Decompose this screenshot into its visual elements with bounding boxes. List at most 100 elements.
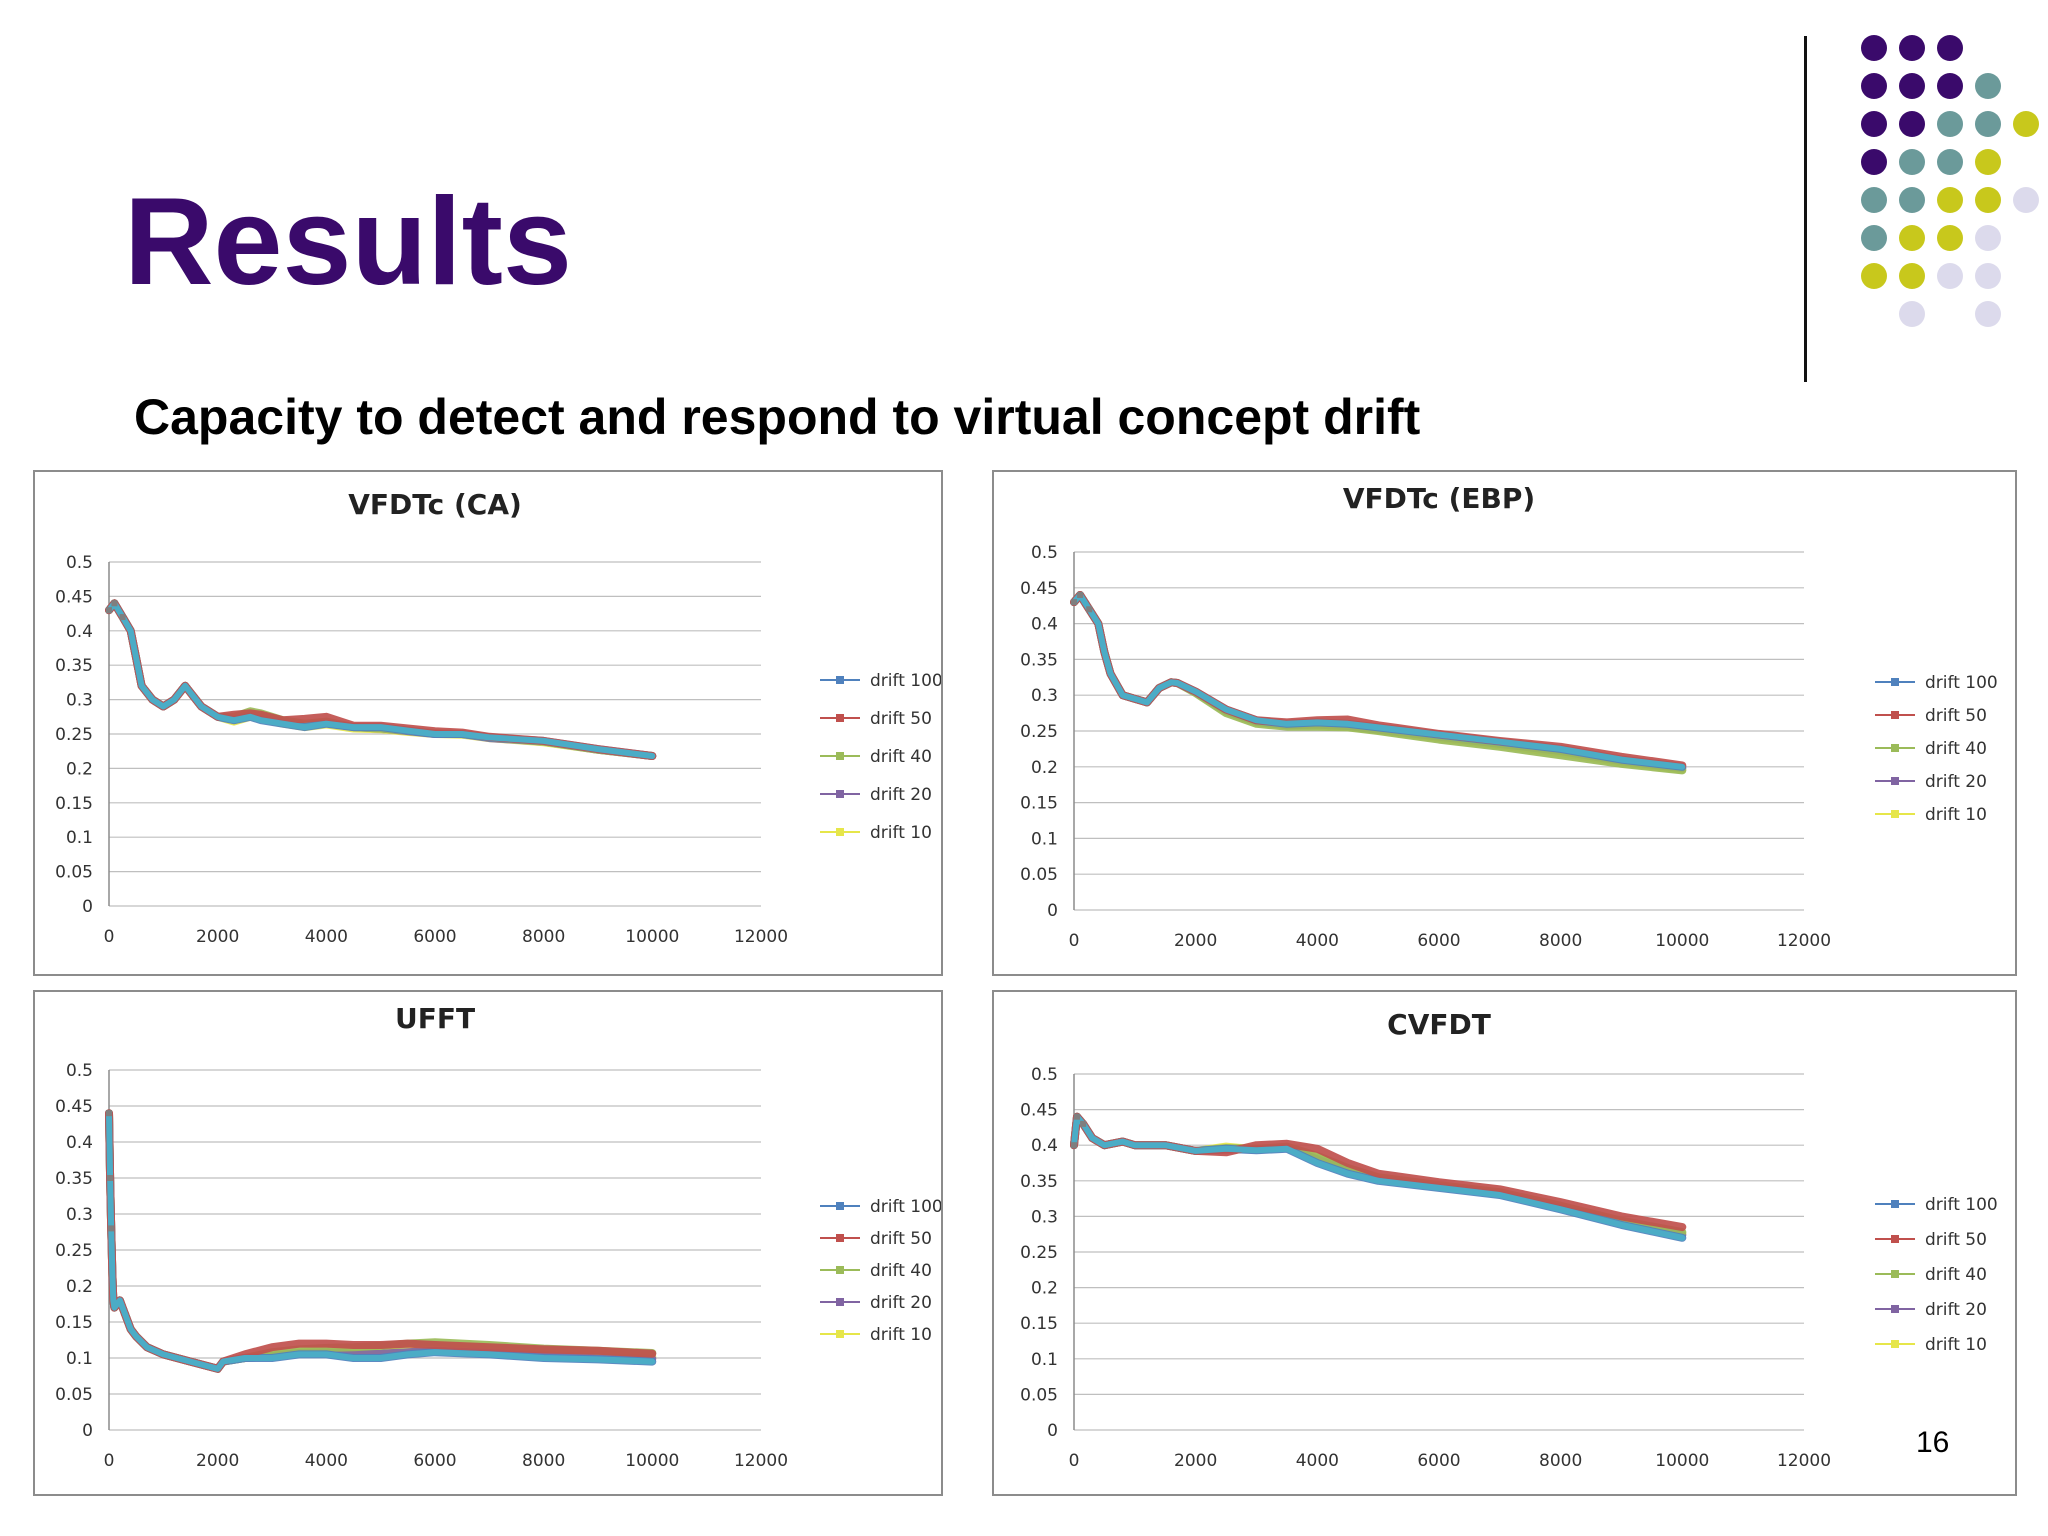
x-tick-label: 6000	[413, 1451, 456, 1471]
legend-marker	[836, 1202, 844, 1210]
page-number: 16	[1916, 1426, 1950, 1459]
y-tick-label: 0.35	[55, 1169, 93, 1189]
legend-marker	[1891, 711, 1899, 719]
y-tick-label: 0.05	[1020, 865, 1058, 885]
legend-marker	[1891, 810, 1899, 818]
decorative-dot	[1861, 149, 1887, 175]
y-tick-label: 0.1	[1031, 1350, 1058, 1370]
x-tick-label: 10000	[1655, 1451, 1709, 1471]
decorative-dot	[1899, 35, 1925, 61]
decorative-dot	[2013, 111, 2039, 137]
legend-marker	[836, 828, 844, 836]
decorative-dot	[1899, 73, 1925, 99]
decorative-dot	[1975, 301, 2001, 327]
decorative-dot	[1937, 225, 1963, 251]
series-point	[108, 1225, 115, 1232]
legend-label: drift 40	[870, 747, 932, 767]
decorative-dot	[1975, 149, 2001, 175]
y-tick-label: 0.2	[66, 759, 93, 779]
y-tick-label: 0.25	[55, 1241, 93, 1261]
legend-marker	[1891, 678, 1899, 686]
y-tick-label: 0.4	[1031, 1136, 1058, 1156]
y-tick-label: 0.25	[55, 725, 93, 745]
x-tick-label: 6000	[1417, 931, 1460, 951]
x-tick-label: 8000	[522, 927, 565, 947]
y-tick-label: 0.25	[1020, 1243, 1058, 1263]
y-tick-label: 0	[82, 897, 93, 917]
chart-title: CVFDT	[1387, 1008, 1491, 1041]
y-tick-label: 0.45	[1020, 579, 1058, 599]
x-tick-label: 10000	[1655, 931, 1709, 951]
x-tick-label: 2000	[196, 927, 239, 947]
chart-title: VFDTc (CA)	[348, 488, 522, 521]
y-tick-label: 0.4	[66, 1133, 93, 1153]
legend-label: drift 40	[870, 1261, 932, 1281]
x-tick-label: 4000	[1296, 1451, 1339, 1471]
chart-ufft: UFFT 0 0.05 0.1 0.15 0.2 0.25 0.3 0.35 0.4 0.45 0.5…	[33, 990, 943, 1496]
decorative-dot	[1861, 187, 1887, 213]
chart-vfdtc-ca: VFDTc (CA) 0 0.05 0.1 0.15 0.2 0.25 0.3 0.35 0.4 0…	[33, 470, 943, 976]
legend-marker	[836, 1266, 844, 1274]
x-tick-label: 8000	[522, 1451, 565, 1471]
legend-marker	[836, 714, 844, 722]
x-tick-label: 6000	[1417, 1451, 1460, 1471]
y-tick-label: 0.5	[1031, 1065, 1058, 1085]
series-point	[106, 607, 112, 614]
y-tick-label: 0.3	[1031, 686, 1058, 706]
y-tick-label: 0.15	[1020, 794, 1058, 814]
y-tick-label: 0.3	[1031, 1207, 1058, 1227]
chart-title: VFDTc (EBP)	[1343, 482, 1535, 515]
legend-marker	[836, 1298, 844, 1306]
series-marker-trail	[1071, 1113, 1686, 1241]
series-line	[105, 599, 657, 760]
legend-label: drift 10	[1925, 805, 1987, 825]
y-tick-label: 0	[82, 1421, 93, 1441]
legend-marker	[1891, 1340, 1899, 1348]
legend-label: drift 10	[1925, 1335, 1987, 1355]
series-line	[105, 1109, 657, 1373]
y-tick-label: 0.45	[1020, 1101, 1058, 1121]
legend-label: drift 20	[1925, 772, 1987, 792]
decorative-dot	[1899, 301, 1925, 327]
y-tick-label: 0.05	[55, 863, 93, 883]
series-marker-trail	[1071, 592, 1686, 770]
decorative-dot	[1899, 111, 1925, 137]
y-tick-label: 0.1	[66, 828, 93, 848]
decorative-dot	[1899, 225, 1925, 251]
y-tick-label: 0.05	[55, 1385, 93, 1405]
y-tick-label: 0.4	[1031, 615, 1058, 635]
decorative-dot	[1861, 111, 1887, 137]
x-tick-label: 6000	[413, 927, 456, 947]
series-line	[105, 1109, 657, 1373]
decorative-dot	[1937, 149, 1963, 175]
y-tick-label: 0.2	[1031, 758, 1058, 778]
chart-vfdtc-ebp: VFDTc (EBP) 0 0.05 0.1 0.15 0.2 0.25 0.3 0.35 0.4…	[992, 470, 2017, 976]
x-tick-label: 2000	[196, 1451, 239, 1471]
series-point	[1071, 1142, 1077, 1149]
y-tick-label: 0.5	[66, 553, 93, 573]
decorative-dot	[1861, 263, 1887, 289]
series-point	[119, 614, 126, 621]
y-tick-label: 0.35	[1020, 650, 1058, 670]
decorative-dot	[1899, 149, 1925, 175]
y-tick-label: 0.3	[66, 1205, 93, 1225]
legend-marker	[1891, 1305, 1899, 1313]
legend-label: drift 50	[870, 1229, 932, 1249]
y-tick-label: 0.3	[66, 691, 93, 711]
x-tick-label: 4000	[1296, 931, 1339, 951]
chart-title: UFFT	[395, 1002, 475, 1035]
legend-marker	[836, 676, 844, 684]
x-tick-label: 4000	[305, 927, 348, 947]
legend-label: drift 100	[1925, 673, 1998, 693]
legend-label: drift 10	[870, 1325, 932, 1345]
y-tick-label: 0.05	[1020, 1385, 1058, 1405]
decorative-dot	[1975, 73, 2001, 99]
series-line	[105, 1109, 657, 1373]
x-tick-label: 10000	[625, 1451, 679, 1471]
y-tick-label: 0.15	[1020, 1314, 1058, 1334]
legend-label: drift 40	[1925, 1265, 1987, 1285]
series-line	[1070, 1112, 1687, 1232]
y-tick-label: 0.1	[66, 1349, 93, 1369]
legend-marker	[1891, 1200, 1899, 1208]
x-tick-label: 2000	[1174, 1451, 1217, 1471]
